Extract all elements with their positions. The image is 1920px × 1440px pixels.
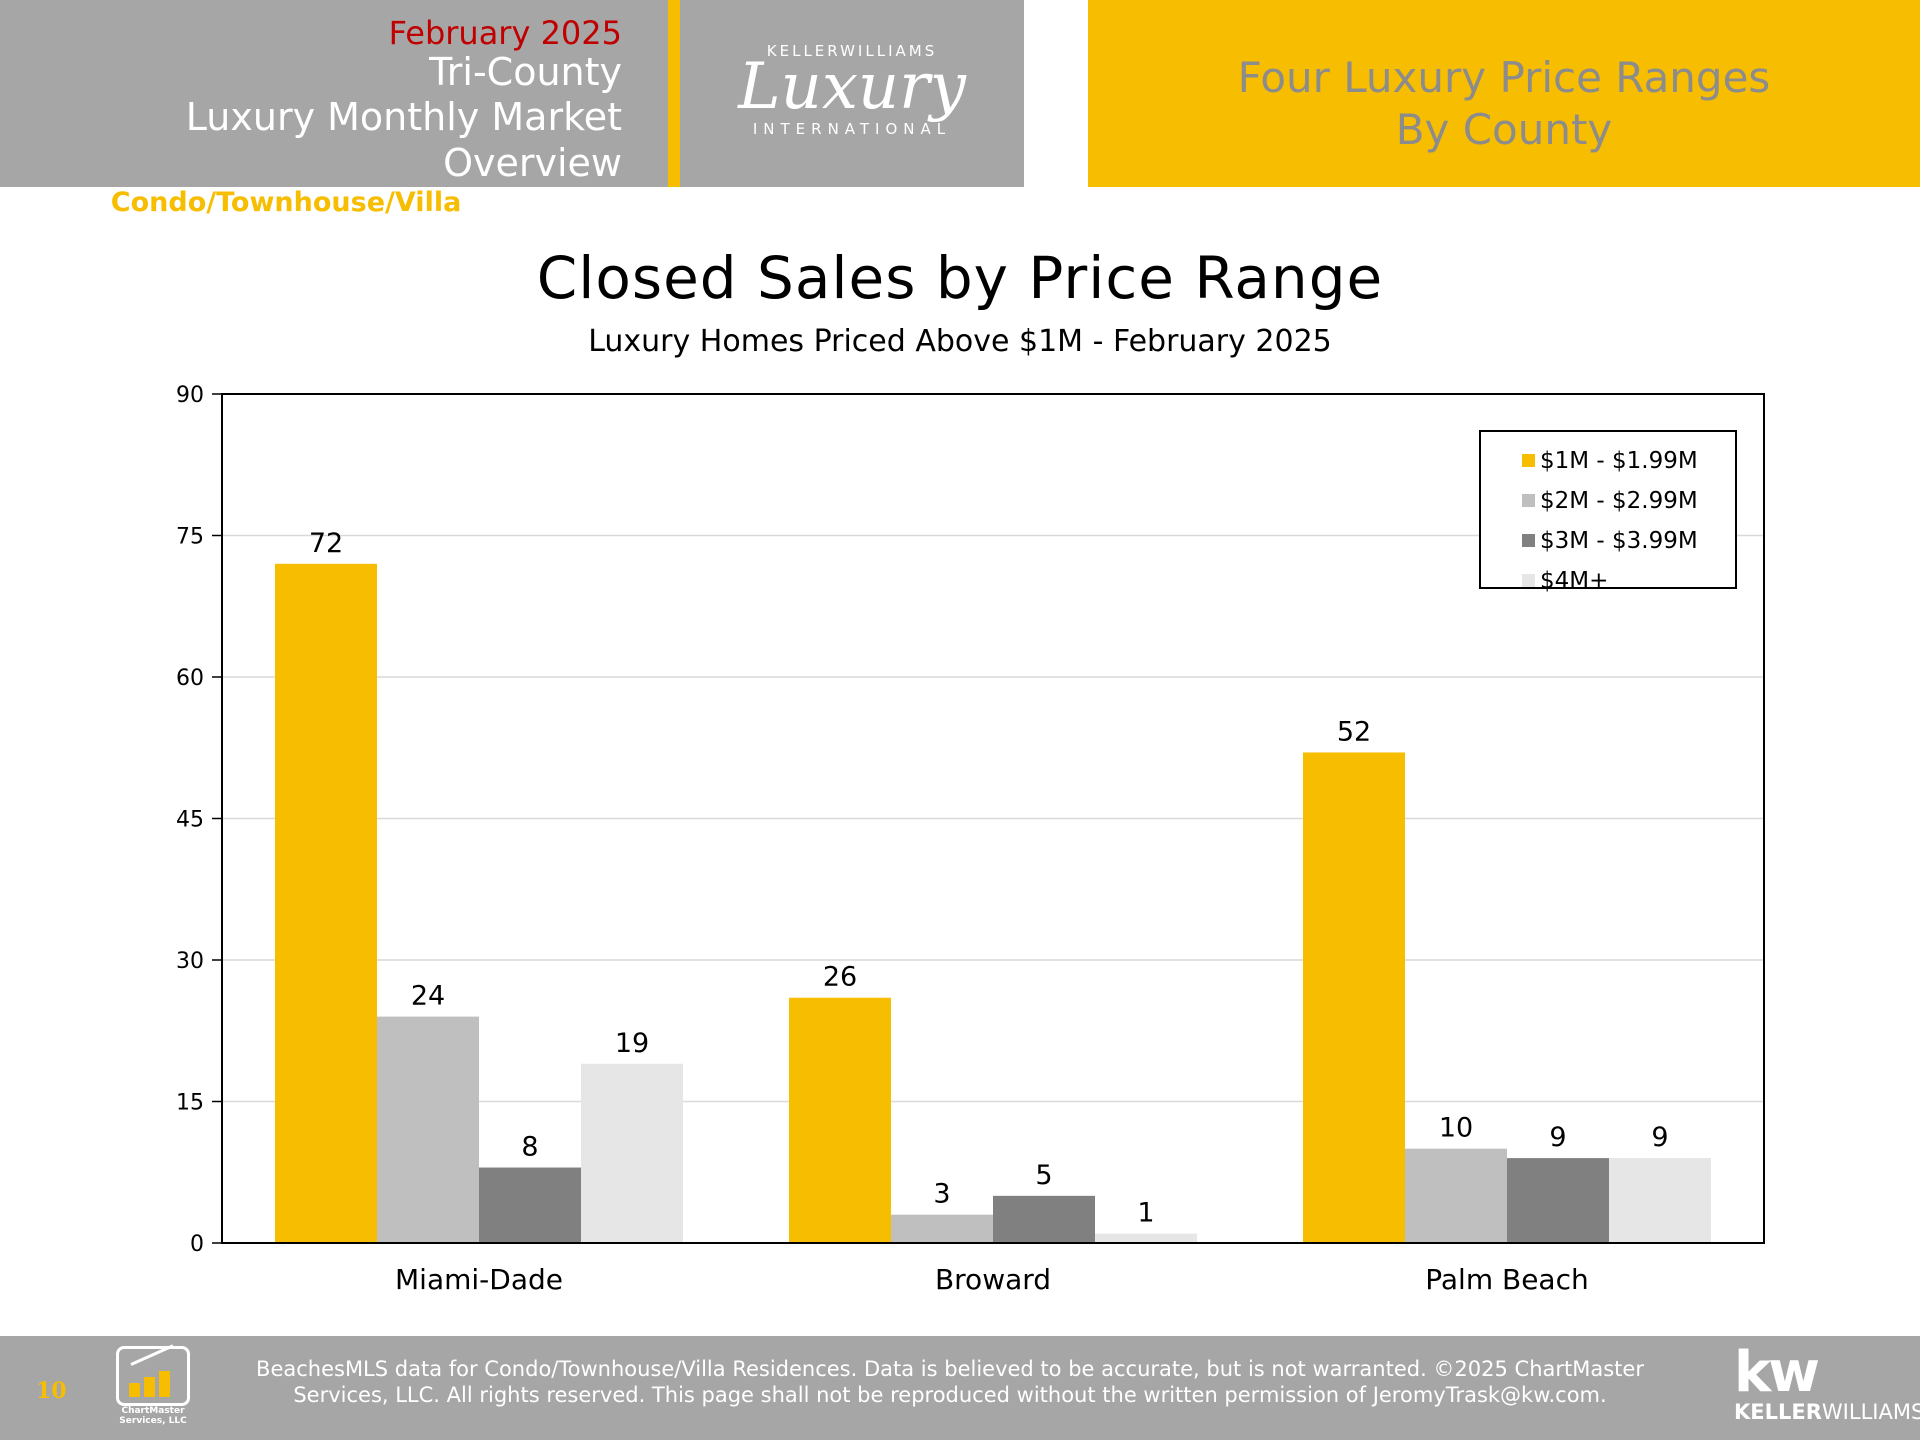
property-type-suffix: Residences — [461, 187, 622, 218]
bar — [1405, 1148, 1507, 1243]
data-label: 24 — [411, 981, 445, 1012]
data-label: 19 — [615, 1028, 649, 1059]
kw-logo-name: KELLERWILLIAMS. — [1734, 1400, 1920, 1424]
disclaimer-line1: BeachesMLS data for Condo/Townhouse/Vill… — [256, 1357, 1644, 1381]
category-label: Palm Beach — [1425, 1263, 1588, 1296]
y-tick-label: 75 — [176, 525, 204, 550]
bar-chart: 0 15 30 45 60 75 90 72 24 8 19 Miami-Dade 26 3 5 1 Browa… — [176, 383, 1765, 1296]
kw-logo-name-rest: WILLIAMS. — [1821, 1400, 1920, 1424]
chartmaster-logo-icon — [116, 1344, 190, 1406]
bar — [1303, 752, 1405, 1243]
y-tick-label: 45 — [176, 808, 204, 833]
kw-logo-mark: kw — [1734, 1340, 1820, 1405]
bar — [275, 563, 377, 1243]
report-region: Tri-County — [429, 50, 622, 94]
bar — [789, 997, 891, 1243]
legend-label: $3M - $3.99M — [1540, 528, 1698, 554]
footer-bar — [0, 1336, 1920, 1440]
data-label: 8 — [521, 1132, 538, 1163]
data-label: 72 — [309, 528, 343, 559]
bar — [891, 1214, 993, 1243]
report-name: Luxury Monthly Market Overview — [185, 95, 622, 185]
bar — [1507, 1158, 1609, 1243]
data-label: 9 — [1651, 1122, 1668, 1153]
bar — [377, 1016, 479, 1243]
y-tick-label: 90 — [176, 383, 204, 408]
data-label: 26 — [823, 962, 857, 993]
chartmaster-name-line2: Services, LLC — [119, 1416, 187, 1426]
y-tick-label: 15 — [176, 1091, 204, 1116]
bar — [1095, 1233, 1197, 1243]
section-title-line1: Four Luxury Price Ranges — [1237, 53, 1771, 102]
bar — [479, 1167, 581, 1243]
chart-subtitle: Luxury Homes Priced Above $1M - February… — [588, 324, 1332, 359]
logo-top-text: KELLERWILLIAMS — [766, 42, 938, 60]
bar — [581, 1063, 683, 1243]
data-label: 9 — [1549, 1122, 1566, 1153]
page-number: 10 — [36, 1378, 67, 1404]
category-label: Broward — [935, 1263, 1051, 1296]
kw-luxury-logo: KELLERWILLIAMS Luxury INTERNATIONAL — [680, 0, 1024, 187]
header-divider — [668, 0, 680, 187]
property-type-highlight: Condo/Townhouse/Villa — [110, 187, 462, 218]
chartmaster-name-line1: ChartMaster — [121, 1406, 185, 1416]
keller-williams-logo: kw KELLERWILLIAMS. — [1734, 1340, 1920, 1425]
y-tick-label: 30 — [176, 949, 204, 974]
data-label: 5 — [1035, 1160, 1052, 1191]
logo-bottom-text: INTERNATIONAL — [752, 120, 952, 138]
logo-script-text: Luxury — [738, 50, 966, 124]
property-type: Condo/Townhouse/Villa Residences — [0, 186, 622, 220]
section-title-line2: By County — [1395, 105, 1613, 154]
bar — [993, 1195, 1095, 1243]
legend-label: $1M - $1.99M — [1540, 448, 1698, 474]
y-tick-label: 0 — [190, 1232, 204, 1257]
chart-title: Closed Sales by Price Range — [536, 244, 1384, 312]
plot-frame — [221, 393, 1765, 1244]
legend-label: $4M+ — [1540, 568, 1608, 594]
data-label: 52 — [1337, 716, 1371, 747]
report-header: February 2025 Tri-County Luxury Monthly … — [0, 0, 668, 218]
legend-swatch — [1522, 534, 1535, 547]
report-date: February 2025 — [388, 14, 622, 52]
disclaimer: BeachesMLS data for Condo/Townhouse/Vill… — [230, 1356, 1670, 1408]
bar — [1609, 1158, 1711, 1243]
section-title: Four Luxury Price Ranges By County — [1088, 0, 1920, 187]
data-label: 1 — [1137, 1198, 1154, 1229]
legend-swatch — [1522, 574, 1535, 587]
chartmaster-name: ChartMaster Services, LLC — [104, 1406, 202, 1426]
category-label: Miami-Dade — [395, 1263, 563, 1296]
legend-swatch — [1522, 494, 1535, 507]
y-tick-label: 60 — [176, 666, 204, 691]
legend-swatch — [1522, 454, 1535, 467]
legend-label: $2M - $2.99M — [1540, 488, 1698, 514]
data-label: 10 — [1439, 1113, 1473, 1144]
data-label: 3 — [933, 1179, 950, 1210]
kw-logo-name-bold: KELLER — [1734, 1400, 1822, 1424]
disclaimer-line2: Services, LLC. All rights reserved. This… — [293, 1383, 1607, 1407]
